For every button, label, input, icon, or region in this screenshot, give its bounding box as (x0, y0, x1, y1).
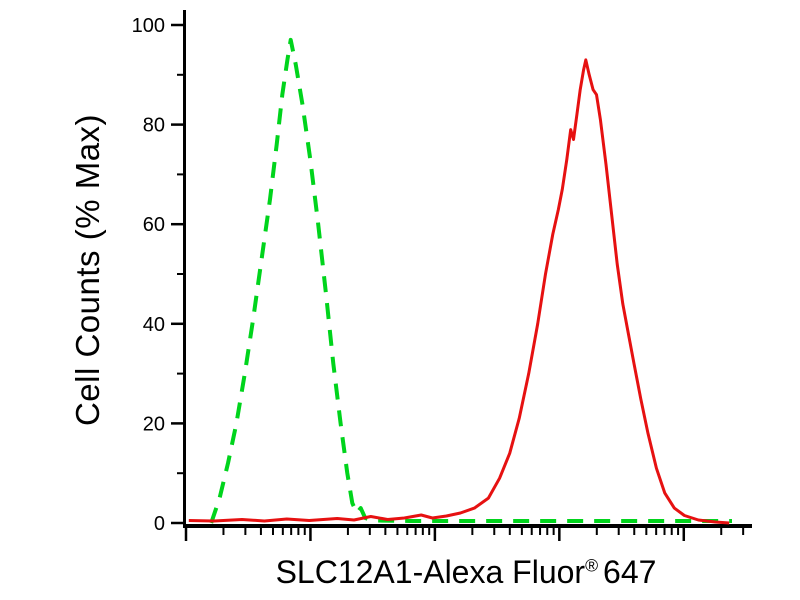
series-red-solid-stained (188, 58, 730, 525)
y-tick-label: 100 (132, 15, 165, 37)
x-axis-label: SLC12A1-Alexa Fluor® 647 (276, 554, 657, 591)
series-green-dashed-control (209, 37, 732, 524)
x-axis-label-text: SLC12A1-Alexa Fluor (275, 554, 586, 590)
y-tick-label: 60 (143, 214, 165, 236)
x-axis-label-number: 647 (603, 554, 657, 590)
y-tick-label: 80 (143, 115, 165, 137)
y-tick-label: 20 (143, 413, 165, 435)
registered-trademark-symbol: ® (585, 555, 599, 576)
y-tick-label: 40 (143, 314, 165, 336)
y-tick-label: 0 (154, 513, 165, 535)
y-axis-label: Cell Counts (% Max) (69, 113, 106, 427)
